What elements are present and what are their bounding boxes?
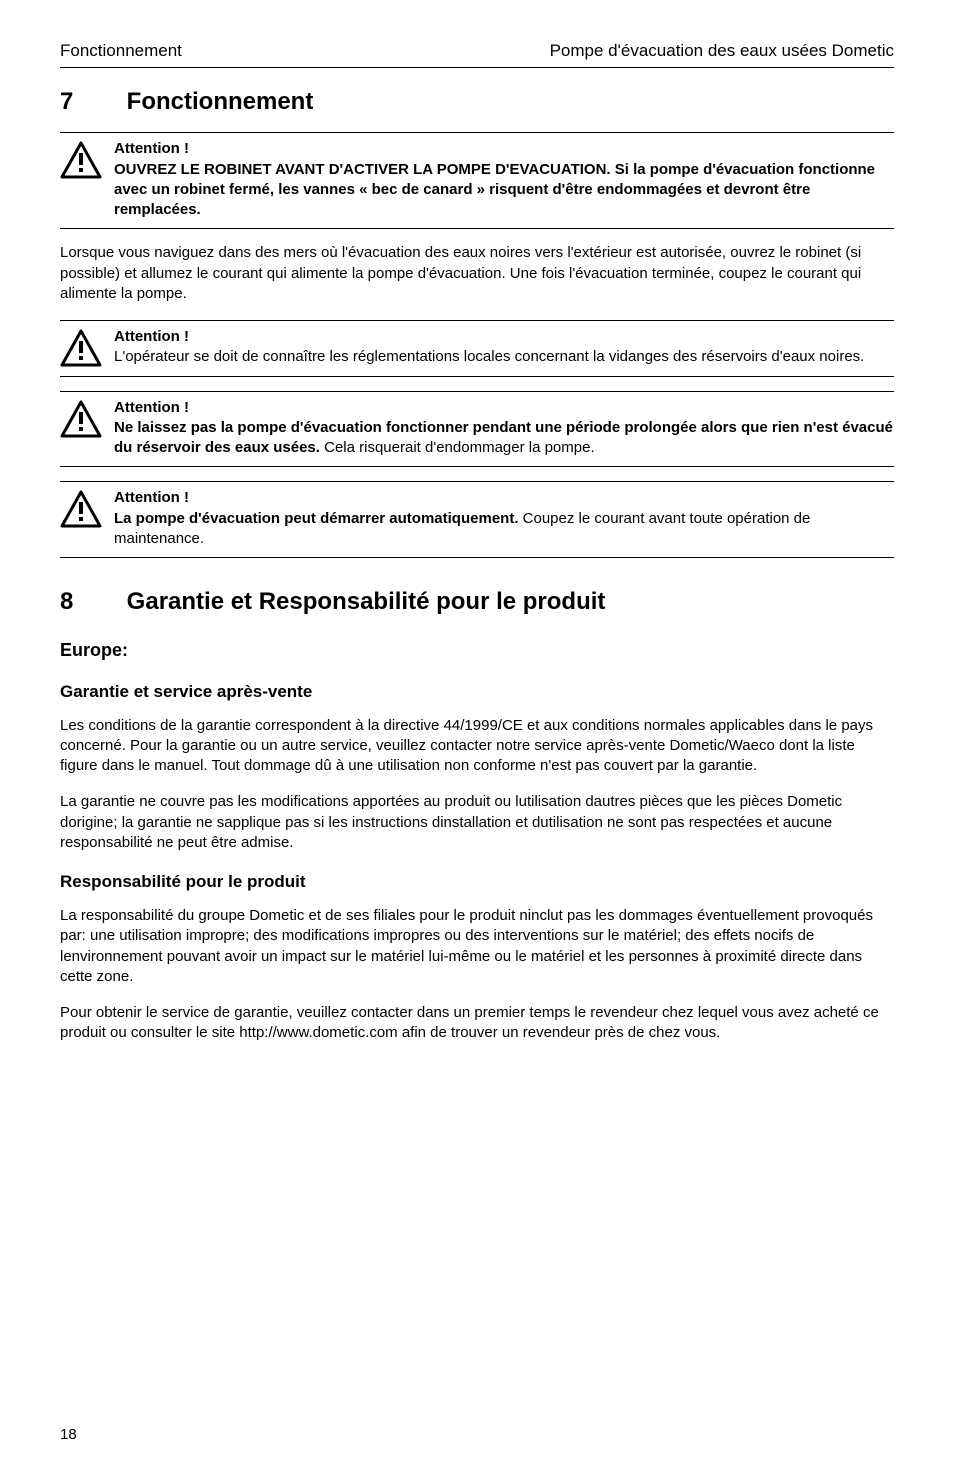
body-paragraph: La garantie ne couvre pas les modificati… [60,792,894,853]
subheading-garantie: Garantie et service après-vente [60,681,894,704]
header-right: Pompe d'évacuation des eaux usées Dometi… [550,40,894,63]
europe-label: Europe: [60,638,894,662]
warning-box-1: Attention ! OUVREZ LE ROBINET AVANT D'AC… [60,132,894,229]
warning-label: Attention ! [114,328,189,345]
subheading-responsabilite: Responsabilité pour le produit [60,871,894,894]
warning-text: Attention ! Ne laissez pas la pompe d'év… [114,398,894,459]
section-title: Garantie et Responsabilité pour le produ… [127,588,606,615]
warning-box-3: Attention ! Ne laissez pas la pompe d'év… [60,391,894,468]
warning-label: Attention ! [114,399,189,416]
body-paragraph: Lorsque vous naviguez dans des mers où l… [60,243,894,304]
header-left: Fonctionnement [60,40,182,63]
body-paragraph: La responsabilité du groupe Dometic et d… [60,906,894,987]
warning-icon [60,490,102,528]
warning-box-4: Attention ! La pompe d'évacuation peut d… [60,481,894,558]
page-number: 18 [60,1425,77,1445]
warning-text: Attention ! La pompe d'évacuation peut d… [114,488,894,549]
warning-body: L'opérateur se doit de connaître les rég… [114,348,864,365]
warning-rest: Cela risquerait d'endommager la pompe. [320,439,595,456]
section-7-heading: 7 Fonctionnement [60,86,894,118]
section-number: 8 [60,586,120,618]
page-header: Fonctionnement Pompe d'évacuation des ea… [60,40,894,68]
section-8-heading: 8 Garantie et Responsabilité pour le pro… [60,586,894,618]
warning-icon [60,141,102,179]
warning-label: Attention ! [114,489,189,506]
section-title: Fonctionnement [127,88,314,115]
warning-text: Attention ! OUVREZ LE ROBINET AVANT D'AC… [114,139,894,220]
warning-icon [60,400,102,438]
warning-bold: OUVREZ LE ROBINET AVANT D'ACTIVER LA POM… [114,161,875,219]
section-number: 7 [60,86,120,118]
warning-box-2: Attention ! L'opérateur se doit de conna… [60,320,894,377]
body-paragraph: Les conditions de la garantie correspond… [60,716,894,777]
warning-icon [60,329,102,367]
warning-bold: La pompe d'évacuation peut démarrer auto… [114,510,518,527]
warning-text: Attention ! L'opérateur se doit de conna… [114,327,894,368]
warning-label: Attention ! [114,140,189,157]
body-paragraph: Pour obtenir le service de garantie, veu… [60,1003,894,1044]
